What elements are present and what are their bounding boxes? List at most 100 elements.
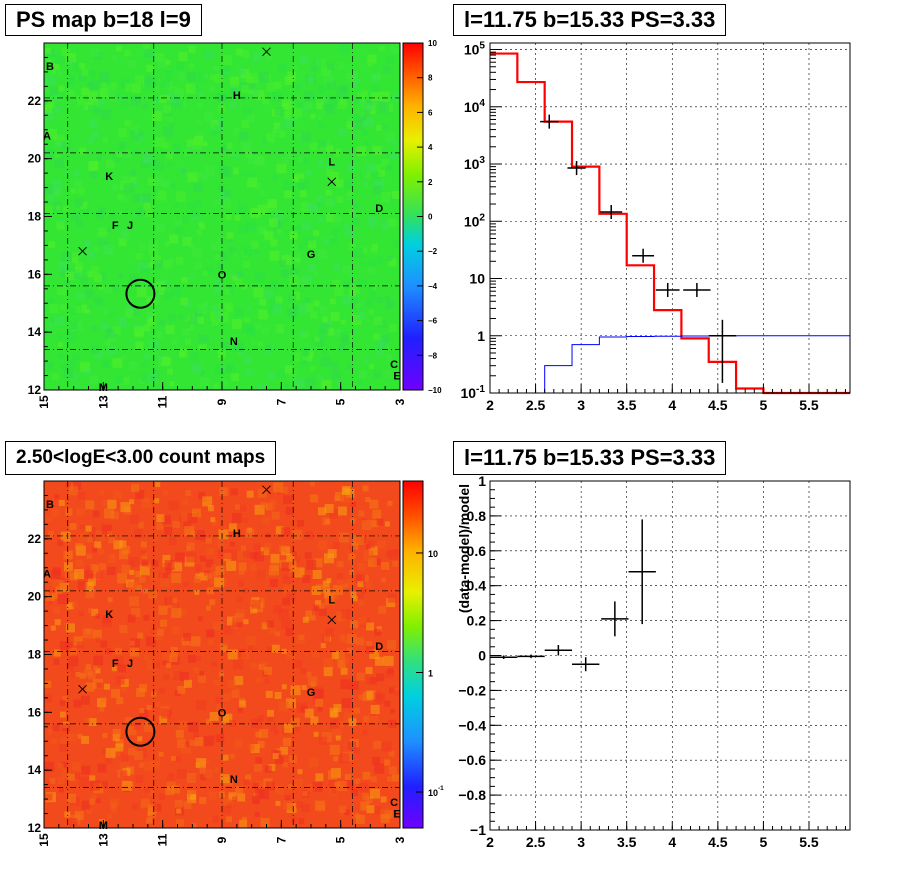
map-pixel [246, 306, 252, 312]
map-pixel [127, 726, 137, 736]
map-pixel [77, 492, 86, 500]
map-pixel [105, 159, 115, 169]
map-pixel [281, 269, 290, 278]
map-pixel [113, 540, 123, 550]
map-pixel [294, 257, 300, 263]
map-pixel [156, 514, 165, 523]
map-pixel [232, 252, 238, 258]
map-pixel [74, 179, 83, 188]
map-pixel [183, 581, 189, 588]
map-pixel [111, 688, 121, 698]
map-pixel [128, 748, 135, 756]
map-pixel [376, 518, 384, 526]
data-point [540, 114, 559, 129]
map-pixel [194, 737, 204, 747]
source-label: E [393, 809, 400, 821]
map-pixel [147, 563, 153, 569]
map-pixel [241, 816, 247, 822]
map-pixel [382, 334, 391, 343]
map-pixel [115, 743, 124, 752]
map-pixel [165, 60, 171, 65]
map-pixel [281, 618, 292, 629]
map-pixel [107, 345, 117, 355]
map-pixel [221, 646, 228, 652]
map-pixel [245, 369, 253, 377]
map-pixel [344, 774, 351, 781]
map-pixel [255, 731, 262, 738]
map-pixel [206, 266, 214, 274]
map-pixel [140, 798, 150, 808]
map-pixel [98, 234, 109, 245]
map-pixel [62, 723, 71, 732]
map-pixel [54, 316, 65, 327]
map-pixel [318, 139, 327, 148]
map-pixel [247, 744, 255, 752]
map-pixel [357, 312, 366, 320]
map-pixel [278, 608, 289, 619]
map-pixel [296, 634, 306, 644]
map-pixel [213, 383, 220, 390]
map-pixel [294, 377, 305, 388]
map-pixel [352, 217, 360, 225]
map-pixel [141, 553, 148, 560]
y-tick-label: 0 [478, 648, 486, 664]
map-pixel [281, 648, 287, 654]
map-pixel [150, 53, 157, 60]
map-pixel [97, 548, 104, 555]
map-pixel [261, 326, 270, 335]
map-pixel [220, 774, 230, 784]
residual-axes: 2 2.5 3 3.5 4 4.5 5 5.510.80.60.40.20−0.2−0.4−0… [458, 473, 846, 850]
map-pixel [82, 628, 93, 639]
map-pixel [124, 716, 133, 725]
map-pixel [337, 781, 348, 791]
map-pixel [373, 370, 381, 378]
map-pixel [296, 134, 306, 143]
map-pixel [354, 778, 361, 785]
map-pixel [267, 501, 276, 510]
map-pixel [77, 187, 85, 195]
map-pixel [378, 103, 389, 114]
map-pixel [58, 85, 65, 92]
map-pixel [134, 585, 142, 593]
map-pixel [298, 178, 309, 189]
map-pixel [290, 817, 297, 824]
map-pixel [353, 114, 362, 123]
map-pixel [87, 91, 98, 102]
map-pixel [202, 496, 213, 507]
map-pixel [367, 54, 377, 64]
x-tick-label: 15 [37, 833, 51, 847]
map-pixel [366, 676, 375, 685]
map-pixel [279, 545, 287, 553]
map-pixel [246, 114, 255, 122]
source-label: K [105, 609, 113, 621]
map-pixel [322, 349, 328, 355]
map-pixel [183, 633, 192, 642]
map-pixel [53, 658, 60, 665]
map-pixel [387, 218, 397, 228]
map-pixel [146, 64, 154, 72]
map-pixel [260, 190, 266, 196]
map-pixel [103, 308, 110, 315]
map-pixel [127, 59, 136, 68]
map-pixel [336, 196, 344, 204]
map-pixel [271, 131, 278, 138]
map-pixel [357, 562, 366, 571]
source-label: K [105, 171, 113, 183]
map-pixel [373, 316, 383, 326]
map-pixel [178, 314, 184, 320]
map-pixel [167, 773, 175, 781]
map-pixel [297, 304, 307, 314]
map-pixel [381, 577, 387, 583]
map-pixel [219, 487, 229, 497]
map-pixel [176, 818, 184, 827]
map-pixel [221, 144, 228, 151]
map-pixel [110, 82, 117, 89]
map-pixel [231, 167, 239, 175]
colorbar-tick-label: 10-1 [428, 785, 444, 798]
map-pixel [219, 671, 224, 677]
map-pixel [154, 498, 160, 504]
map-pixel [63, 562, 73, 572]
map-pixel [205, 719, 211, 725]
